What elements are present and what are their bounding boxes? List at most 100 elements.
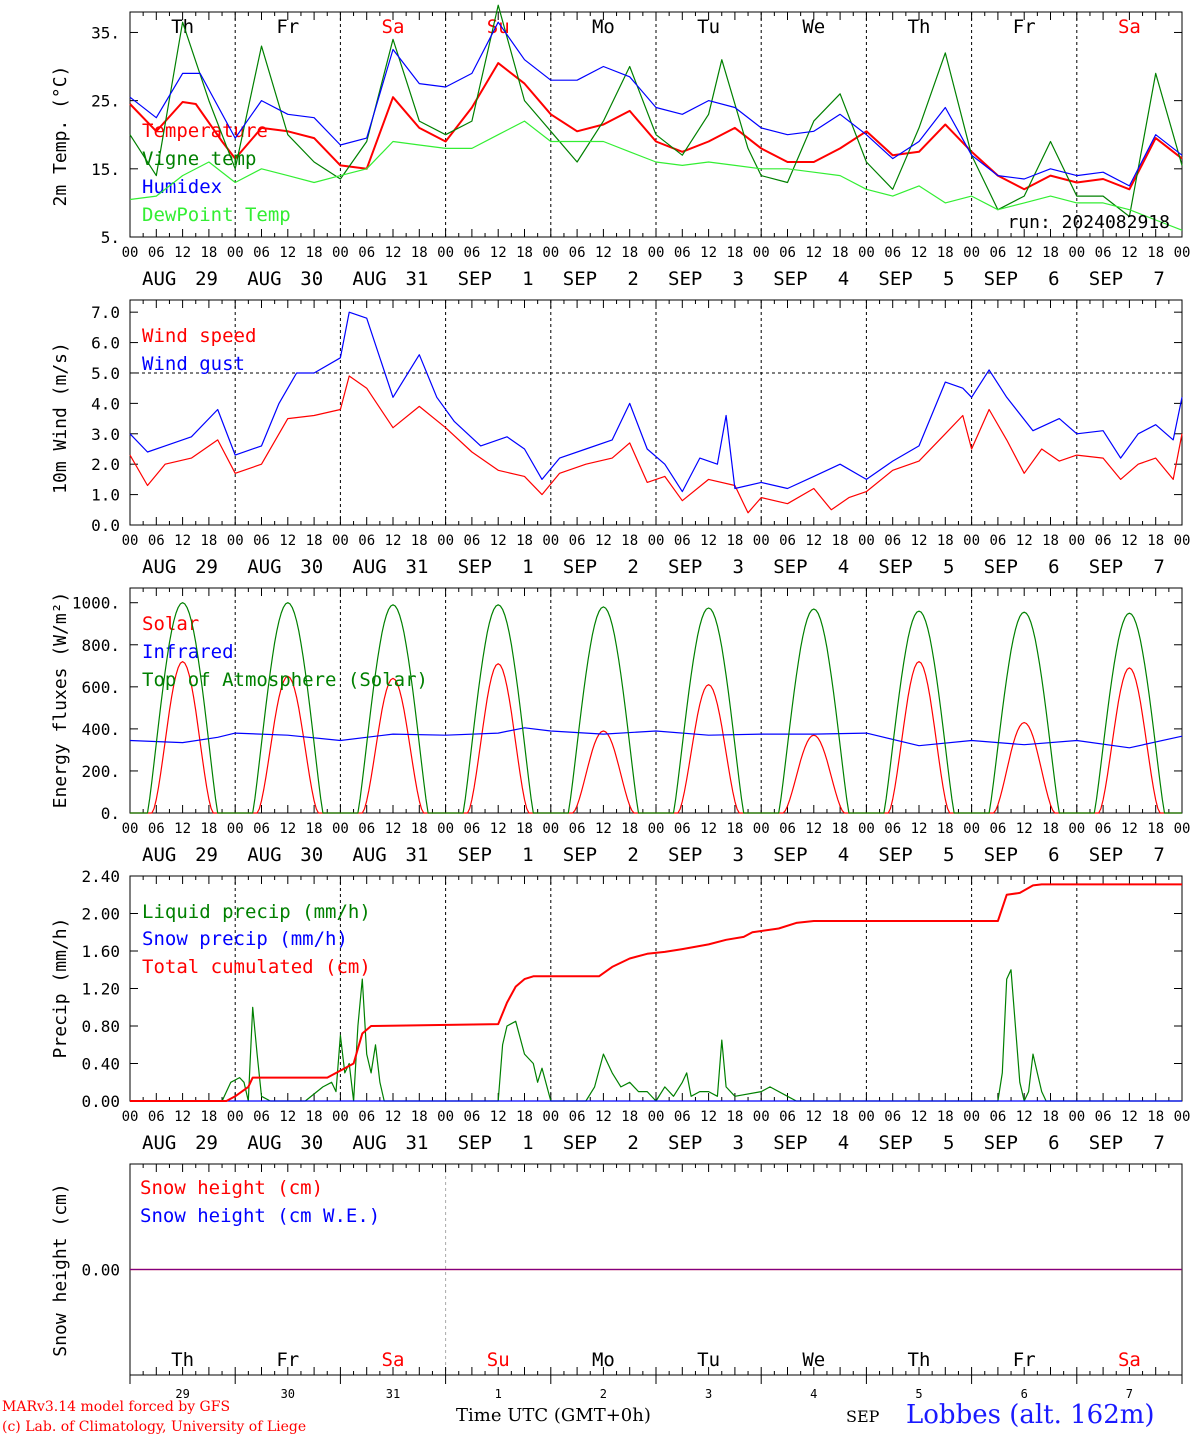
date-day-label: 31 <box>406 268 429 290</box>
legend-entry: Wind speed <box>142 325 256 347</box>
y-tick-label: 2.40 <box>81 867 120 886</box>
hour-tick-label: 00 <box>437 245 454 261</box>
day-name-label: Sa <box>382 16 405 38</box>
series-line <box>130 969 1182 1102</box>
day-name-label: Tu <box>697 1349 720 1371</box>
hour-tick-label: 12 <box>385 821 402 837</box>
y-tick-label: 1.20 <box>81 980 120 999</box>
hour-tick-label: 12 <box>595 533 612 549</box>
hour-tick-label: 12 <box>385 245 402 261</box>
date-day-label: 7 <box>1153 556 1164 578</box>
date-month-label: AUG <box>142 1132 176 1154</box>
hour-tick-label: 18 <box>832 821 849 837</box>
hour-tick-label: 18 <box>516 533 533 549</box>
hour-tick-label: 12 <box>1121 821 1138 837</box>
month-label: SEP <box>846 1407 880 1426</box>
day-name-label: Mo <box>592 1349 615 1371</box>
y-tick-label: 3.0 <box>91 425 120 444</box>
hour-tick-label: 06 <box>779 821 796 837</box>
date-month-label: SEP <box>458 556 492 578</box>
day-name-label: Sa <box>1118 16 1141 38</box>
hour-tick-label: 18 <box>726 1109 743 1125</box>
hour-tick-label: 06 <box>884 245 901 261</box>
date-day-label: 31 <box>406 844 429 866</box>
y-tick-label: 6.0 <box>91 334 120 353</box>
day-name-label: Th <box>908 16 931 38</box>
hour-tick-label: 18 <box>1042 245 1059 261</box>
hour-tick-label: 18 <box>1042 821 1059 837</box>
hour-tick-label: 06 <box>253 1109 270 1125</box>
hour-tick-label: 06 <box>463 533 480 549</box>
hour-tick-label: 12 <box>700 533 717 549</box>
hour-tick-label: 00 <box>1068 245 1085 261</box>
y-tick-label: 0.0 <box>91 516 120 535</box>
hour-tick-label: 18 <box>411 245 428 261</box>
hour-tick-label: 00 <box>122 533 139 549</box>
hour-tick-label: 06 <box>569 533 586 549</box>
hour-tick-label: 06 <box>148 533 165 549</box>
y-tick-label: 4.0 <box>91 394 120 413</box>
date-day-label: 3 <box>733 1132 744 1154</box>
hour-tick-label: 00 <box>858 533 875 549</box>
date-day-label: 3 <box>733 844 744 866</box>
panel-3: 0. 200. 400. 600. 800. 1000.Energy fluxes (W/… <box>50 587 1191 866</box>
station-name: Lobbes (alt. 162m) <box>906 1400 1155 1430</box>
date-month-label: SEP <box>1089 844 1123 866</box>
date-month-label: SEP <box>773 268 807 290</box>
legend-entry: Snow height (cm W.E.) <box>140 1205 380 1227</box>
hour-tick-label: 18 <box>411 1109 428 1125</box>
hour-tick-label: 18 <box>200 821 217 837</box>
date-month-label: SEP <box>984 268 1018 290</box>
hour-tick-label: 12 <box>279 245 296 261</box>
hour-tick-label: 12 <box>385 533 402 549</box>
series-line <box>129 727 1183 749</box>
day-number-label: 5 <box>915 1387 922 1401</box>
date-day-label: 4 <box>838 844 849 866</box>
day-number-label: 6 <box>1021 1387 1028 1401</box>
hour-tick-label: 06 <box>989 533 1006 549</box>
hour-tick-label: 00 <box>1068 821 1085 837</box>
hour-tick-label: 12 <box>700 821 717 837</box>
y-tick-label: 800. <box>81 636 120 655</box>
hour-tick-label: 12 <box>911 821 928 837</box>
y-tick-label: 5.0 <box>91 364 120 383</box>
date-day-label: 1 <box>522 556 533 578</box>
hour-tick-label: 06 <box>358 821 375 837</box>
date-day-label: 2 <box>627 1132 638 1154</box>
hour-tick-label: 18 <box>726 533 743 549</box>
hour-tick-label: 00 <box>1174 245 1191 261</box>
legend-entry: Liquid precip (mm/h) <box>142 901 371 923</box>
hour-tick-label: 00 <box>332 533 349 549</box>
date-day-label: 1 <box>522 844 533 866</box>
date-day-label: 2 <box>627 268 638 290</box>
day-name-label: Th <box>171 1349 194 1371</box>
date-month-label: SEP <box>1089 1132 1123 1154</box>
hour-tick-label: 12 <box>1016 245 1033 261</box>
hour-tick-label: 06 <box>148 821 165 837</box>
date-day-label: 4 <box>838 556 849 578</box>
date-day-label: 5 <box>943 1132 954 1154</box>
hour-tick-label: 00 <box>437 533 454 549</box>
day-name-label: Th <box>171 16 194 38</box>
hour-tick-label: 18 <box>200 245 217 261</box>
legend-entry: Total cumulated (cm) <box>142 956 371 978</box>
day-name-label: Tu <box>697 16 720 38</box>
date-month-label: AUG <box>352 556 386 578</box>
day-number-label: 2 <box>600 1387 607 1401</box>
date-month-label: AUG <box>247 268 281 290</box>
y-tick-label: 25. <box>91 92 120 111</box>
date-day-label: 30 <box>300 268 323 290</box>
hour-tick-label: 00 <box>963 533 980 549</box>
legend-entry: Temperature <box>142 120 268 142</box>
date-day-label: 6 <box>1048 268 1059 290</box>
legend-entry: Humidex <box>142 176 222 198</box>
y-tick-label: 400. <box>81 720 120 739</box>
hour-tick-label: 18 <box>621 1109 638 1125</box>
hour-tick-label: 00 <box>1174 821 1191 837</box>
legend-entry: Vigne temp <box>142 148 256 170</box>
hour-tick-label: 06 <box>358 533 375 549</box>
series-line <box>129 62 1183 191</box>
day-name-label: Mo <box>592 16 615 38</box>
date-day-label: 29 <box>195 1132 218 1154</box>
date-day-label: 1 <box>522 1132 533 1154</box>
